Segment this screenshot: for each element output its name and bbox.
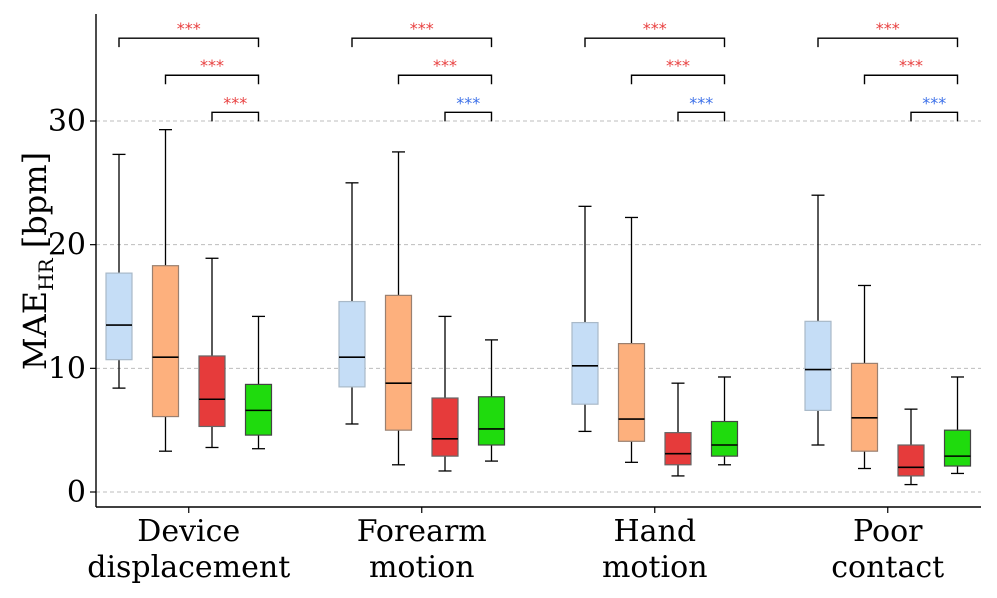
- box-layer: [105, 129, 972, 486]
- grid-layer: [96, 120, 981, 493]
- significance-label: ***: [922, 93, 946, 112]
- box: [617, 343, 646, 442]
- y-axis-label-unit: [bpm]: [16, 152, 54, 258]
- significance-bracket: [910, 111, 959, 122]
- box: [477, 396, 506, 446]
- box: [664, 432, 692, 466]
- axes-layer: [90, 14, 981, 513]
- significance-label: ***: [223, 93, 247, 112]
- significance-label: ***: [410, 19, 434, 38]
- significance-bracket: [164, 74, 260, 85]
- significance-bracket: [397, 74, 493, 85]
- x-tick-label: Poor: [853, 514, 923, 549]
- box: [943, 429, 972, 467]
- y-axis-label: MAEHR [bpm]: [16, 152, 58, 370]
- box: [151, 265, 180, 418]
- significance-label: ***: [666, 56, 690, 75]
- significance-bracket: [630, 74, 726, 85]
- box: [384, 294, 413, 431]
- significance-bracket: [351, 37, 493, 48]
- box: [198, 355, 226, 428]
- x-tick-label: motion: [369, 550, 475, 585]
- significance-layer: *** *** *** *** *** *** *** *** *** *** *** ***: [118, 19, 959, 122]
- x-tick-label: Hand: [613, 514, 696, 549]
- significance-bracket: [677, 111, 726, 122]
- x-tick-label: Device: [137, 514, 240, 549]
- significance-label: ***: [200, 56, 224, 75]
- box: [804, 320, 832, 411]
- x-tick-label: displacement: [87, 550, 290, 585]
- box: [850, 362, 879, 452]
- significance-label: ***: [643, 19, 667, 38]
- significance-label: ***: [899, 56, 923, 75]
- box: [338, 300, 366, 388]
- significance-bracket: [118, 37, 260, 48]
- box: [571, 321, 599, 405]
- significance-label: ***: [456, 93, 480, 112]
- y-tick-label: 30: [48, 104, 86, 139]
- box: [431, 397, 459, 457]
- significance-bracket: [817, 37, 959, 48]
- significance-bracket: [584, 37, 726, 48]
- box: [105, 272, 133, 361]
- significance-bracket: [444, 111, 493, 122]
- significance-bracket: [863, 74, 959, 85]
- significance-label: ***: [177, 19, 201, 38]
- significance-label: ***: [433, 56, 457, 75]
- y-tick-label: 20: [48, 228, 86, 263]
- y-axis-label-main: MAE: [16, 291, 54, 370]
- box: [897, 444, 925, 477]
- y-axis-label-sub: HR: [34, 257, 58, 290]
- y-tick-label: 0: [67, 475, 86, 510]
- box: [710, 420, 739, 457]
- y-tick-label: 10: [48, 351, 86, 386]
- x-tick-label: contact: [831, 550, 944, 585]
- significance-bracket: [211, 111, 260, 122]
- x-tick-label: motion: [602, 550, 708, 585]
- x-tick-label: Forearm: [357, 514, 487, 549]
- label-layer: 0102030DevicedisplacementForearmmotionHa…: [16, 104, 944, 585]
- significance-label: ***: [876, 19, 900, 38]
- significance-label: ***: [689, 93, 713, 112]
